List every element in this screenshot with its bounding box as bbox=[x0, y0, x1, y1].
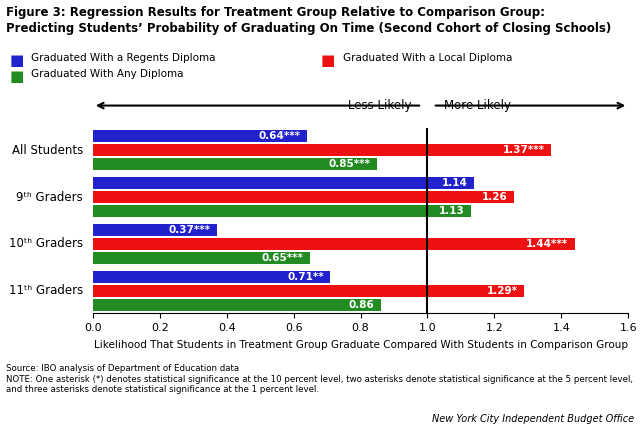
Text: 1.26: 1.26 bbox=[482, 192, 508, 202]
Text: Graduated With Any Diploma: Graduated With Any Diploma bbox=[31, 69, 183, 79]
Text: Figure 3: Regression Results for Treatment Group Relative to Comparison Group:: Figure 3: Regression Results for Treatme… bbox=[6, 6, 545, 20]
Text: 0.65***: 0.65*** bbox=[262, 253, 304, 263]
Text: 1.37***: 1.37*** bbox=[503, 145, 545, 155]
Text: ■: ■ bbox=[10, 53, 24, 68]
X-axis label: Likelihood That Students in Treatment Group Graduate Compared With Students in C: Likelihood That Students in Treatment Gr… bbox=[94, 340, 628, 350]
Bar bbox=[93, 177, 474, 189]
Text: 0.86: 0.86 bbox=[348, 300, 374, 310]
Text: Predicting Students’ Probability of Graduating On Time (Second Cohort of Closing: Predicting Students’ Probability of Grad… bbox=[6, 22, 612, 35]
Bar bbox=[93, 252, 310, 264]
Bar bbox=[93, 271, 331, 283]
Text: 1.14: 1.14 bbox=[442, 178, 467, 188]
Text: 1.29*: 1.29* bbox=[487, 286, 518, 296]
Bar bbox=[93, 299, 381, 311]
Text: 0.85***: 0.85*** bbox=[329, 159, 370, 169]
Text: 0.71**: 0.71** bbox=[287, 272, 324, 282]
Text: Source: IBO analysis of Department of Education data
NOTE: One asterisk (*) deno: Source: IBO analysis of Department of Ed… bbox=[6, 364, 633, 394]
Text: Less Likely: Less Likely bbox=[348, 99, 412, 112]
Text: ■: ■ bbox=[10, 69, 24, 84]
Text: Graduated With a Regents Diploma: Graduated With a Regents Diploma bbox=[31, 53, 215, 63]
Text: Graduated With a Local Diploma: Graduated With a Local Diploma bbox=[343, 53, 512, 63]
Text: New York City Independent Budget Office: New York City Independent Budget Office bbox=[433, 414, 635, 424]
Bar bbox=[93, 191, 515, 203]
Bar bbox=[93, 158, 378, 170]
Text: 1.44***: 1.44*** bbox=[526, 239, 568, 249]
Bar bbox=[93, 285, 524, 297]
Text: ■: ■ bbox=[320, 53, 335, 68]
Bar bbox=[93, 238, 574, 250]
Text: 0.64***: 0.64*** bbox=[258, 131, 301, 141]
Bar bbox=[93, 130, 307, 142]
Bar bbox=[93, 224, 217, 236]
Text: 1.13: 1.13 bbox=[438, 206, 464, 216]
Text: 0.37***: 0.37*** bbox=[168, 225, 210, 235]
Text: More Likely: More Likely bbox=[444, 99, 510, 112]
Bar bbox=[93, 205, 471, 217]
Bar bbox=[93, 144, 551, 156]
